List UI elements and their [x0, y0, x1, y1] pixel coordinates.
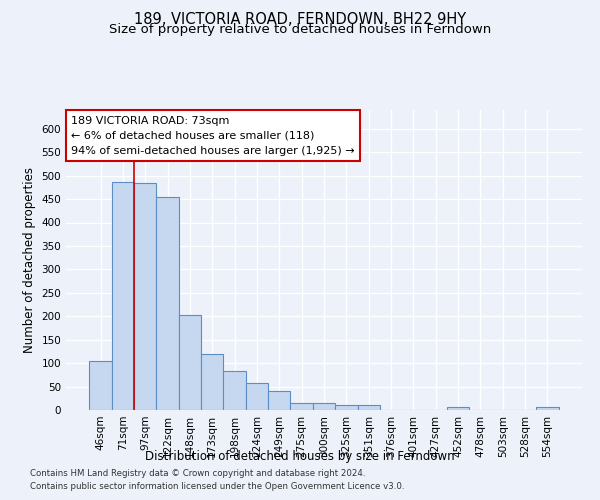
Text: Contains public sector information licensed under the Open Government Licence v3: Contains public sector information licen…: [30, 482, 404, 491]
Y-axis label: Number of detached properties: Number of detached properties: [23, 167, 36, 353]
Bar: [335, 406, 358, 410]
Bar: [179, 316, 201, 410]
Bar: [290, 403, 313, 410]
Bar: [358, 406, 380, 410]
Bar: [157, 197, 179, 410]
Bar: [447, 407, 469, 410]
Bar: [223, 371, 246, 410]
Bar: [536, 406, 559, 410]
Bar: [134, 183, 157, 410]
Bar: [246, 384, 268, 410]
Bar: [313, 403, 335, 410]
Text: Contains HM Land Registry data © Crown copyright and database right 2024.: Contains HM Land Registry data © Crown c…: [30, 468, 365, 477]
Bar: [89, 361, 112, 410]
Bar: [201, 354, 223, 410]
Text: Size of property relative to detached houses in Ferndown: Size of property relative to detached ho…: [109, 22, 491, 36]
Bar: [112, 182, 134, 410]
Text: 189 VICTORIA ROAD: 73sqm
← 6% of detached houses are smaller (118)
94% of semi-d: 189 VICTORIA ROAD: 73sqm ← 6% of detache…: [71, 116, 355, 156]
Text: 189, VICTORIA ROAD, FERNDOWN, BH22 9HY: 189, VICTORIA ROAD, FERNDOWN, BH22 9HY: [134, 12, 466, 28]
Bar: [268, 391, 290, 410]
Text: Distribution of detached houses by size in Ferndown: Distribution of detached houses by size …: [145, 450, 455, 463]
